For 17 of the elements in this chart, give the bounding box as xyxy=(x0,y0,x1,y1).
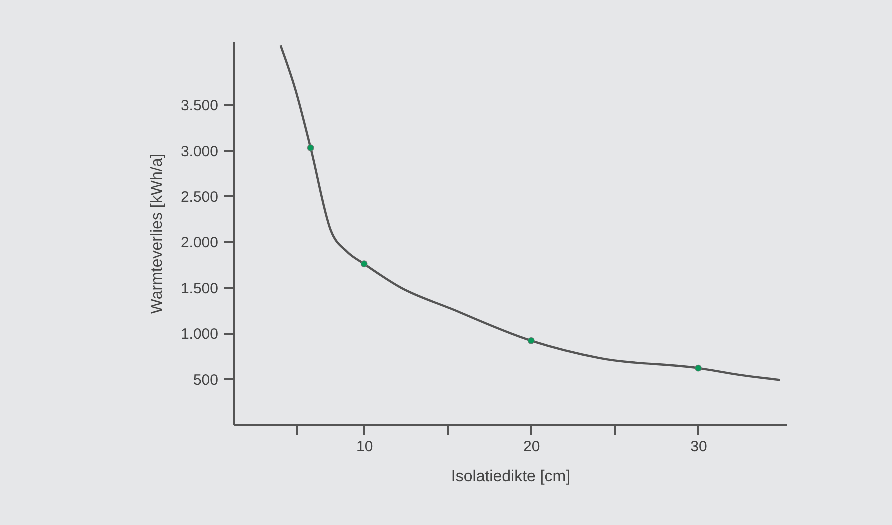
line-series xyxy=(280,44,782,382)
y-tick-label: 1.000 xyxy=(180,326,218,344)
x-tick-label: 30 xyxy=(690,438,708,456)
y-axis-title: Warmteverlies [kWh/a] xyxy=(148,154,166,314)
point xyxy=(307,144,314,152)
point xyxy=(528,337,535,344)
point xyxy=(360,260,368,268)
point xyxy=(694,364,702,372)
y-tick-label: 2.500 xyxy=(180,188,218,206)
y-tick-label: 2.000 xyxy=(180,234,218,252)
x-tick-label: 20 xyxy=(524,438,540,456)
x-tick-label: 10 xyxy=(356,438,374,456)
y-tick-label: 1.500 xyxy=(180,280,218,298)
x-axis-title: Isolatiedikte [cm] xyxy=(451,468,571,486)
y-tick-label: 3.000 xyxy=(180,143,218,160)
y-tick-label: 500 xyxy=(193,372,218,389)
y-tick-label: 3.500 xyxy=(180,98,218,115)
